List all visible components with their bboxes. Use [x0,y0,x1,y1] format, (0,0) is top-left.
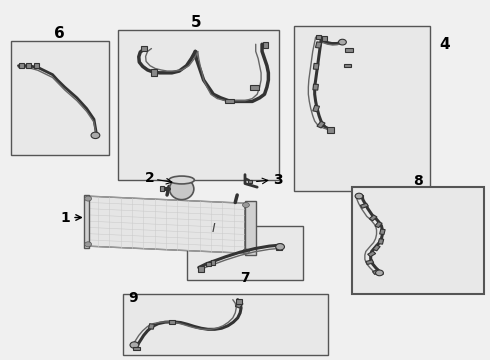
Text: 6: 6 [54,26,65,41]
Bar [369,215,377,221]
Bar [313,105,319,112]
Bar [237,299,242,304]
Bar [380,229,385,234]
Bar [198,266,204,272]
Bar [313,84,318,90]
Ellipse shape [170,178,194,200]
Circle shape [276,244,285,250]
Bar [133,347,140,350]
Bar [206,262,211,266]
Bar [169,320,175,324]
Text: I: I [212,222,215,235]
Circle shape [375,270,383,276]
Bar [317,121,325,128]
Bar [316,35,320,40]
Bar [327,127,334,133]
Bar [372,269,381,274]
Text: 4: 4 [440,37,450,52]
Bar [20,63,25,68]
Ellipse shape [169,176,195,184]
Text: 1: 1 [61,211,71,225]
Bar [368,251,376,257]
Circle shape [243,203,249,207]
Bar [11,41,109,155]
Bar [344,64,351,67]
Bar [151,69,157,76]
Bar [211,260,215,265]
Bar [235,302,243,308]
Bar [248,180,252,183]
Bar [160,186,164,192]
Bar [294,26,430,191]
Text: 5: 5 [191,15,201,30]
Bar [366,260,374,265]
Bar [148,324,154,329]
Bar [263,42,269,48]
Circle shape [85,242,92,247]
Bar [131,342,139,348]
Bar [356,195,363,198]
Bar [225,99,234,103]
Bar [123,294,328,355]
Circle shape [85,196,92,201]
Bar [118,30,279,180]
Bar [360,203,368,208]
Bar [84,195,89,248]
Bar [314,63,319,69]
Text: 3: 3 [273,173,282,187]
Circle shape [355,193,363,199]
Circle shape [91,132,100,139]
Bar [378,239,384,244]
Bar [34,63,39,68]
Bar [276,244,282,249]
Text: 2: 2 [145,171,155,185]
Bar [187,226,303,280]
Bar [375,222,382,228]
Bar [245,202,256,255]
Text: 9: 9 [128,291,138,305]
Bar [316,42,321,48]
Bar [250,85,259,90]
Bar [141,46,147,51]
Polygon shape [87,196,245,253]
Text: 8: 8 [413,174,423,188]
Text: 7: 7 [240,271,250,285]
Bar [322,36,327,41]
Circle shape [130,342,139,348]
Circle shape [339,39,346,45]
Circle shape [243,249,249,254]
Bar [352,187,484,294]
Bar [26,63,31,68]
Bar [373,245,380,251]
Bar [345,48,353,52]
